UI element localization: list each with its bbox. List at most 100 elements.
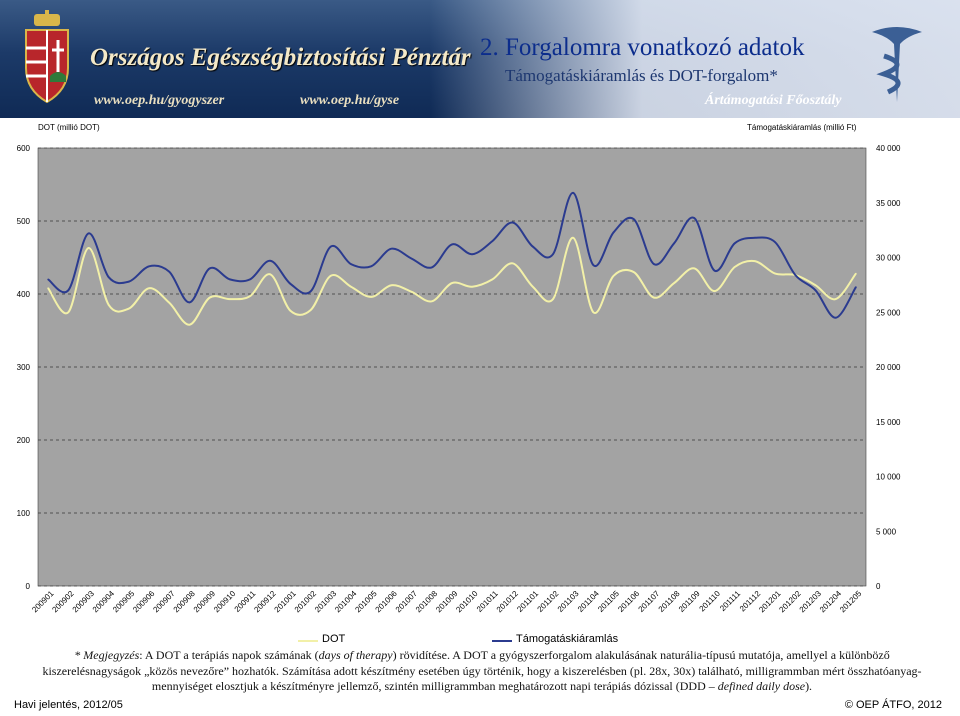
legend-label-support: Támogatáskiáramlás: [516, 633, 619, 645]
right-tick-label: 30 000: [876, 254, 901, 263]
support-point: [350, 263, 352, 265]
dot-point: [511, 262, 514, 265]
legend-swatch-support: [492, 640, 512, 642]
support-point: [67, 289, 70, 292]
left-tick-label: 500: [17, 217, 31, 226]
right-tick-label: 20 000: [876, 363, 901, 372]
support-point: [693, 217, 696, 219]
footnote: * Megjegyzés: A DOT a terápiás napok szá…: [32, 648, 932, 695]
x-tick-label: 201109: [677, 589, 702, 614]
dot-point: [188, 323, 191, 326]
dot-point: [451, 282, 453, 284]
dot-point: [350, 285, 352, 288]
support-point: [249, 278, 251, 281]
support-point: [128, 280, 130, 283]
support-point: [330, 245, 332, 248]
right-tick-label: 0: [876, 582, 881, 591]
dot-point: [814, 284, 817, 287]
footnote-italic-1: days of therapy: [318, 648, 393, 662]
x-tick-label: 201205: [838, 589, 864, 615]
dot-point: [693, 267, 696, 270]
copyright: © OEP ÁTFO, 2012: [844, 699, 942, 711]
dot-point: [632, 271, 635, 273]
dot-point: [229, 298, 231, 300]
url-gyse-link[interactable]: www.oep.hu/gyse: [300, 93, 400, 108]
support-point: [592, 264, 595, 266]
x-tick-label: 201010: [454, 589, 480, 615]
dot-point: [107, 304, 110, 306]
right-axis-title: Támogatáskiáramlás (millió Ft): [747, 123, 857, 132]
support-point: [410, 257, 413, 260]
report-name: Havi jelentés, 2012/05: [14, 699, 123, 711]
dot-point: [410, 291, 413, 293]
footnote-text-1: : A DOT a terápiás napok számának (: [139, 648, 319, 662]
dot-point: [87, 247, 90, 249]
right-tick-label: 15 000: [876, 418, 901, 427]
left-tick-label: 600: [17, 144, 31, 153]
dot-point: [471, 285, 473, 288]
dot-point: [653, 296, 655, 299]
dot-point: [552, 298, 554, 300]
dot-point: [309, 309, 312, 311]
support-point: [531, 245, 534, 248]
support-point: [552, 253, 554, 256]
dot-point: [269, 273, 272, 276]
support-point: [431, 266, 433, 269]
support-point: [653, 263, 655, 265]
department-name: Ártámogatási Főosztály: [705, 93, 842, 108]
left-tick-label: 400: [17, 290, 31, 299]
banner-highlight: [430, 0, 960, 118]
coat-of-arms-icon: [25, 10, 69, 104]
organization-name: Országos Egészségbiztosítási Pénztár: [90, 44, 471, 71]
legend-swatch-dot: [298, 640, 318, 642]
dot-point: [673, 282, 675, 284]
support-point: [188, 301, 191, 304]
support-point: [855, 286, 857, 288]
dot-point: [612, 274, 615, 277]
header-banner: Országos Egészségbiztosítási Pénztár 2. …: [0, 0, 960, 118]
chart-legend: DOT Támogatáskiáramlás: [0, 633, 960, 649]
support-point: [511, 221, 514, 224]
support-point: [451, 243, 453, 246]
right-tick-label: 40 000: [876, 144, 901, 153]
support-point: [168, 270, 171, 273]
right-tick-label: 25 000: [876, 308, 901, 317]
right-tick-label: 35 000: [876, 199, 901, 208]
dot-point: [774, 272, 776, 275]
dot-point: [128, 307, 130, 310]
support-point: [390, 247, 393, 250]
support-point: [733, 242, 736, 245]
footnote-italic-2: defined daily dose: [717, 679, 806, 693]
x-tick-label: 200910: [212, 589, 238, 615]
dot-point: [208, 296, 211, 299]
left-tick-label: 300: [17, 363, 31, 372]
dot-point: [431, 300, 433, 303]
legend-label-dot: DOT: [322, 633, 346, 645]
support-point: [370, 265, 373, 268]
dot-point: [834, 298, 837, 300]
support-point: [208, 267, 211, 270]
support-point: [572, 192, 574, 194]
dot-point: [592, 311, 595, 314]
dot-point: [148, 287, 150, 289]
footnote-text-2: ) rövidítése. A DOT a gyógyszerforgalom …: [42, 648, 922, 693]
support-point: [229, 278, 231, 281]
dot-point: [733, 266, 736, 268]
plot-area: [37, 147, 867, 587]
support-point: [814, 289, 817, 292]
dot-point: [168, 301, 171, 304]
dot-point: [330, 274, 332, 277]
dot-point: [289, 309, 292, 312]
slide-subtitle: Támogatáskiáramlás és DOT-forgalom*: [505, 66, 778, 85]
dot-point: [370, 296, 373, 298]
support-point: [148, 265, 150, 268]
chart-svg: DOT (millió DOT) Támogatáskiáramlás (mil…: [17, 123, 901, 615]
dot-point: [713, 290, 716, 292]
url-gyogyszer-link[interactable]: www.oep.hu/gyogyszer: [94, 93, 225, 108]
support-point: [47, 278, 49, 281]
left-tick-label: 100: [17, 509, 31, 518]
footnote-text-3: ).: [805, 679, 813, 693]
support-point: [774, 241, 776, 243]
support-point: [673, 242, 675, 245]
right-tick-label: 5 000: [876, 527, 897, 536]
